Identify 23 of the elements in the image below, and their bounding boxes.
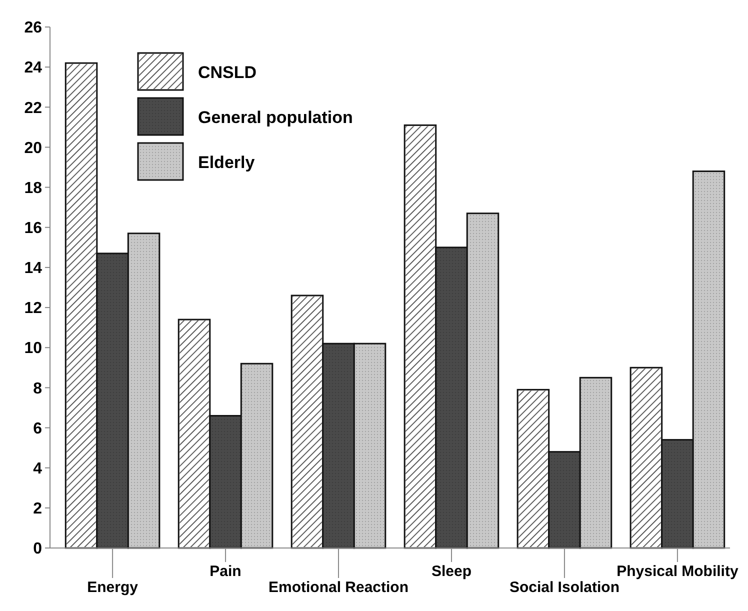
y-tick-label: 26: [24, 20, 42, 37]
legend-label: CNSLD: [198, 62, 257, 82]
y-tick-label: 12: [24, 300, 42, 318]
x-tick-label: Emotional Reaction: [268, 579, 409, 596]
y-tick-label: 8: [33, 380, 42, 398]
x-tick-label: Social Isolation: [509, 579, 620, 596]
y-tick-label: 0: [33, 540, 42, 558]
x-tick-label: Pain: [210, 563, 242, 580]
x-tick-label: Sleep: [431, 563, 472, 580]
x-tick-label: Energy: [87, 579, 139, 596]
y-tick-label: 22: [24, 100, 42, 117]
legend-label: Elderly: [198, 152, 256, 172]
y-tick-label: 10: [24, 340, 42, 358]
y-tick-label: 18: [24, 180, 42, 197]
x-tick-label: Physical Mobility: [616, 563, 739, 580]
y-tick-label: 16: [24, 220, 42, 237]
y-tick-label: 14: [24, 260, 42, 278]
y-tick-label: 24: [24, 60, 42, 77]
y-tick-label: 20: [24, 140, 42, 157]
y-tick-label: 2: [33, 500, 42, 518]
y-tick-label: 4: [33, 460, 42, 478]
y-tick-label: 6: [33, 420, 42, 438]
legend-label: General population: [198, 108, 353, 127]
